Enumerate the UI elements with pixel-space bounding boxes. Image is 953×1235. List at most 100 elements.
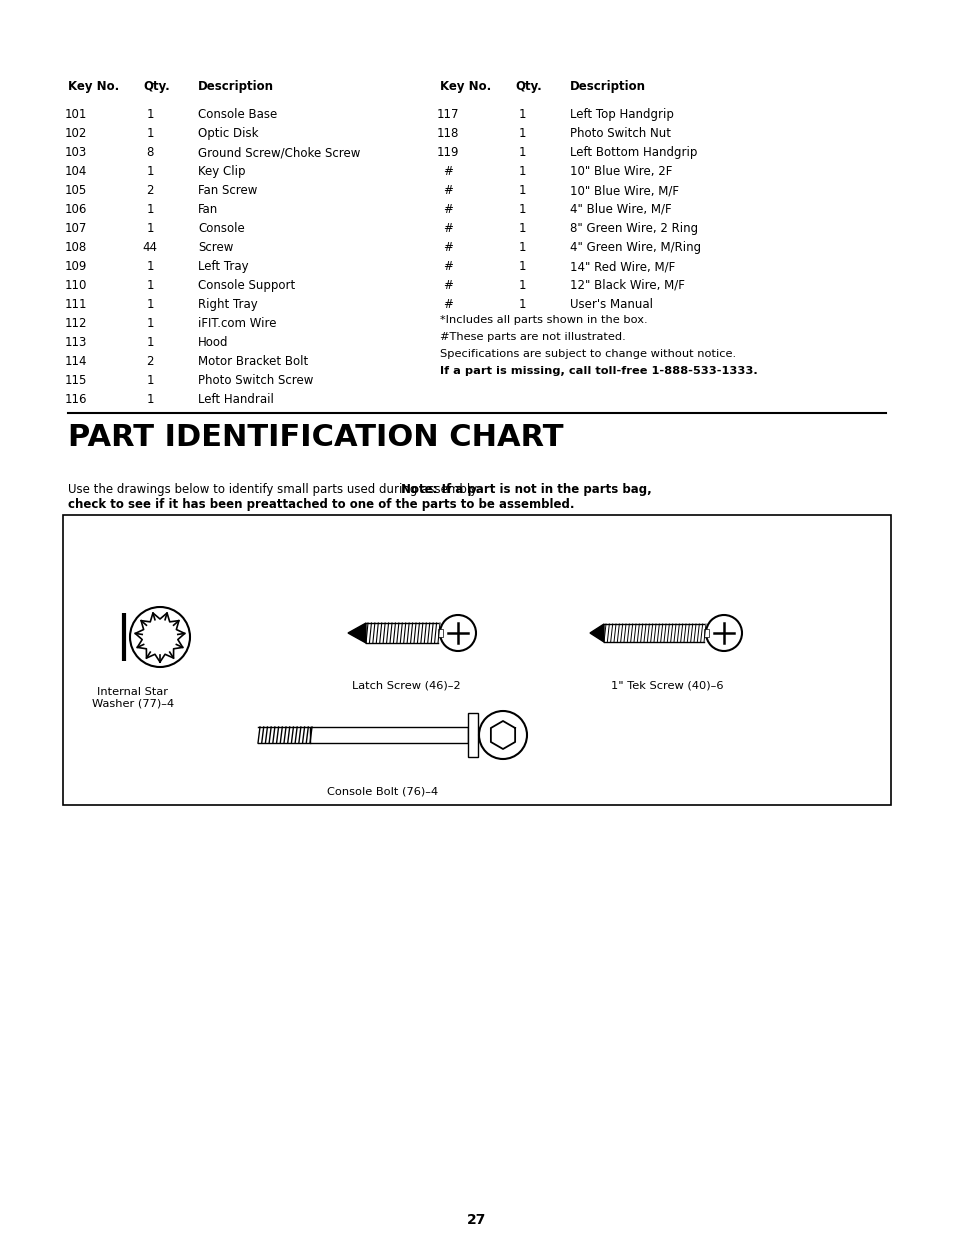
Text: User's Manual: User's Manual	[569, 298, 652, 311]
Text: 10" Blue Wire, 2F: 10" Blue Wire, 2F	[569, 165, 672, 178]
Text: Left Tray: Left Tray	[198, 261, 249, 273]
Text: 1: 1	[146, 336, 153, 350]
Text: 111: 111	[65, 298, 87, 311]
Bar	[437, 629, 442, 637]
Text: Ground Screw/Choke Screw: Ground Screw/Choke Screw	[198, 146, 360, 159]
Text: #: #	[442, 203, 453, 216]
Text: 1: 1	[517, 127, 525, 140]
Text: Hood: Hood	[198, 336, 229, 350]
Text: 44: 44	[142, 241, 157, 254]
Text: #: #	[442, 165, 453, 178]
Text: Description: Description	[569, 80, 645, 93]
Text: 1: 1	[517, 279, 525, 291]
Text: 2: 2	[146, 354, 153, 368]
Text: 27: 27	[467, 1213, 486, 1228]
Text: iFIT.com Wire: iFIT.com Wire	[198, 317, 276, 330]
Text: Console Support: Console Support	[198, 279, 294, 291]
Text: 112: 112	[65, 317, 87, 330]
Text: Fan Screw: Fan Screw	[198, 184, 257, 198]
Text: 1: 1	[517, 298, 525, 311]
Text: 1: 1	[146, 107, 153, 121]
Text: 101: 101	[65, 107, 87, 121]
Text: #: #	[442, 298, 453, 311]
Text: 113: 113	[65, 336, 87, 350]
Polygon shape	[589, 624, 603, 642]
Text: 14" Red Wire, M/F: 14" Red Wire, M/F	[569, 261, 675, 273]
Text: 4" Green Wire, M/Ring: 4" Green Wire, M/Ring	[569, 241, 700, 254]
Text: 10" Blue Wire, M/F: 10" Blue Wire, M/F	[569, 184, 679, 198]
Text: #: #	[442, 222, 453, 235]
Text: 102: 102	[65, 127, 87, 140]
Text: Key No.: Key No.	[439, 80, 491, 93]
Text: Note: If a part is not in the parts bag,: Note: If a part is not in the parts bag,	[400, 483, 651, 496]
Bar	[310, 727, 468, 743]
Text: Photo Switch Screw: Photo Switch Screw	[198, 374, 313, 387]
Text: Console Bolt (76)–4: Console Bolt (76)–4	[327, 787, 438, 797]
Text: Photo Switch Nut: Photo Switch Nut	[569, 127, 670, 140]
Text: 1: 1	[517, 184, 525, 198]
Text: Motor Bracket Bolt: Motor Bracket Bolt	[198, 354, 308, 368]
Text: 106: 106	[65, 203, 87, 216]
Text: 119: 119	[436, 146, 458, 159]
Text: 1: 1	[146, 127, 153, 140]
Text: 1: 1	[146, 165, 153, 178]
Text: 1: 1	[146, 279, 153, 291]
Text: 1: 1	[517, 107, 525, 121]
Text: #: #	[442, 241, 453, 254]
Text: 116: 116	[65, 393, 87, 406]
Text: 1: 1	[517, 146, 525, 159]
Text: 1: 1	[517, 261, 525, 273]
Text: Console Base: Console Base	[198, 107, 277, 121]
Text: #: #	[442, 261, 453, 273]
Text: 1" Tek Screw (40)–6: 1" Tek Screw (40)–6	[610, 680, 722, 692]
Text: Internal Star
Washer (77)–4: Internal Star Washer (77)–4	[91, 687, 173, 709]
Text: 1: 1	[517, 241, 525, 254]
Bar	[703, 629, 708, 637]
Text: Qty.: Qty.	[143, 80, 170, 93]
Text: 114: 114	[65, 354, 87, 368]
Text: 1: 1	[517, 165, 525, 178]
Polygon shape	[348, 622, 366, 643]
Text: Key Clip: Key Clip	[198, 165, 245, 178]
Text: 1: 1	[146, 374, 153, 387]
Text: Description: Description	[198, 80, 274, 93]
Text: 107: 107	[65, 222, 87, 235]
Text: 109: 109	[65, 261, 87, 273]
Text: 8" Green Wire, 2 Ring: 8" Green Wire, 2 Ring	[569, 222, 698, 235]
Text: 1: 1	[146, 298, 153, 311]
Text: Specifications are subject to change without notice.: Specifications are subject to change wit…	[439, 350, 736, 359]
Polygon shape	[468, 713, 477, 757]
Text: #These parts are not illustrated.: #These parts are not illustrated.	[439, 332, 625, 342]
Text: 1: 1	[517, 222, 525, 235]
Text: 110: 110	[65, 279, 87, 291]
Text: PART IDENTIFICATION CHART: PART IDENTIFICATION CHART	[68, 424, 563, 452]
Text: 117: 117	[436, 107, 458, 121]
Text: 1: 1	[146, 203, 153, 216]
Text: 118: 118	[436, 127, 458, 140]
Text: Console: Console	[198, 222, 245, 235]
Text: 4" Blue Wire, M/F: 4" Blue Wire, M/F	[569, 203, 671, 216]
Text: Fan: Fan	[198, 203, 218, 216]
Text: 2: 2	[146, 184, 153, 198]
Text: 1: 1	[146, 393, 153, 406]
Text: 108: 108	[65, 241, 87, 254]
Text: *Includes all parts shown in the box.: *Includes all parts shown in the box.	[439, 315, 647, 325]
Bar	[63, 515, 890, 805]
Text: 1: 1	[146, 261, 153, 273]
Text: If a part is missing, call toll-free 1-888-533-1333.: If a part is missing, call toll-free 1-8…	[439, 366, 757, 375]
Text: Screw: Screw	[198, 241, 233, 254]
Text: Left Bottom Handgrip: Left Bottom Handgrip	[569, 146, 697, 159]
Text: Qty.: Qty.	[515, 80, 541, 93]
Text: Key No.: Key No.	[68, 80, 119, 93]
Text: 1: 1	[146, 317, 153, 330]
Text: Optic Disk: Optic Disk	[198, 127, 258, 140]
Text: 8: 8	[146, 146, 153, 159]
Text: 104: 104	[65, 165, 87, 178]
Text: Left Top Handgrip: Left Top Handgrip	[569, 107, 673, 121]
Text: Use the drawings below to identify small parts used during assembly.: Use the drawings below to identify small…	[68, 483, 482, 496]
Text: check to see if it has been preattached to one of the parts to be assembled.: check to see if it has been preattached …	[68, 498, 574, 511]
Text: Left Handrail: Left Handrail	[198, 393, 274, 406]
Text: 105: 105	[65, 184, 87, 198]
Text: 1: 1	[146, 222, 153, 235]
Text: Latch Screw (46)–2: Latch Screw (46)–2	[352, 680, 460, 692]
